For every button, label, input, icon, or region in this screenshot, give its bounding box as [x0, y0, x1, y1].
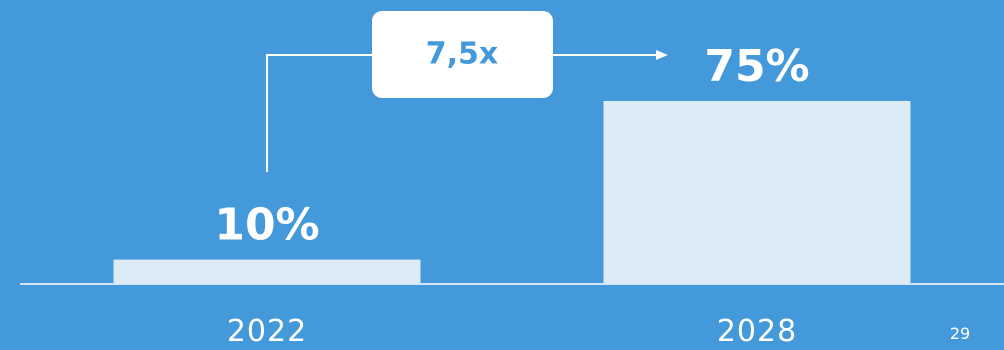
page-number: 29: [949, 324, 971, 343]
callout-arrowhead: [656, 50, 668, 60]
bar-value-label-2022: 10%: [214, 200, 319, 251]
bar-value-label-2028: 75%: [704, 41, 809, 92]
bar-2022: [113, 259, 421, 284]
multiplier-label: 7,5x: [426, 37, 499, 72]
bar-2028: [603, 101, 911, 284]
growth-callout: 7,5x: [266, 11, 668, 172]
x-tick-label-2022: 2022: [227, 314, 307, 349]
x-tick-label-2028: 2028: [717, 314, 797, 349]
multiplier-box: [372, 11, 553, 98]
callout-connector: [266, 54, 658, 172]
bars-group: 10% 2022 75% 2028: [113, 41, 911, 349]
